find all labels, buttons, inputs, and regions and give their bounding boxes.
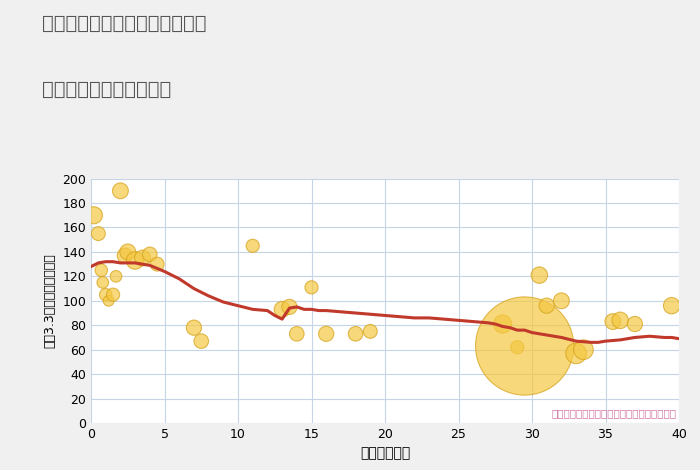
Point: [615, 317, 626, 324]
Point: [108, 291, 119, 298]
Point: [92, 230, 104, 237]
Point: [512, 344, 523, 351]
Point: [103, 297, 114, 305]
Point: [519, 342, 531, 350]
Point: [188, 324, 199, 331]
Point: [291, 330, 302, 337]
Point: [130, 257, 141, 264]
Point: [88, 212, 99, 219]
Point: [284, 303, 295, 311]
Point: [350, 330, 361, 337]
Point: [122, 248, 133, 256]
Point: [497, 320, 508, 328]
Point: [276, 306, 288, 313]
Point: [100, 291, 111, 298]
Point: [115, 187, 126, 195]
Point: [195, 337, 207, 345]
Point: [556, 297, 567, 305]
Point: [534, 271, 545, 279]
Point: [629, 320, 641, 328]
Point: [365, 328, 376, 335]
Point: [136, 254, 148, 262]
Point: [666, 302, 678, 309]
Point: [96, 266, 107, 274]
Point: [321, 330, 332, 337]
Point: [306, 283, 317, 291]
Point: [541, 302, 552, 309]
Text: 築年数別中古戸建て価格: 築年数別中古戸建て価格: [42, 80, 172, 99]
Point: [111, 273, 122, 280]
Point: [608, 318, 619, 325]
Point: [578, 346, 589, 353]
Point: [570, 350, 582, 357]
Point: [151, 260, 162, 268]
Text: 埼玉県さいたま市北区櫛引町の: 埼玉県さいたま市北区櫛引町の: [42, 14, 206, 33]
X-axis label: 築年数（年）: 築年数（年）: [360, 446, 410, 461]
Point: [144, 251, 155, 258]
Point: [247, 242, 258, 250]
Point: [97, 279, 108, 286]
Point: [119, 252, 130, 259]
Y-axis label: 平（3.3㎡）単価（万円）: 平（3.3㎡）単価（万円）: [43, 253, 57, 348]
Text: 円の大きさは、取引のあった物件面積を示す: 円の大きさは、取引のあった物件面積を示す: [551, 408, 676, 418]
